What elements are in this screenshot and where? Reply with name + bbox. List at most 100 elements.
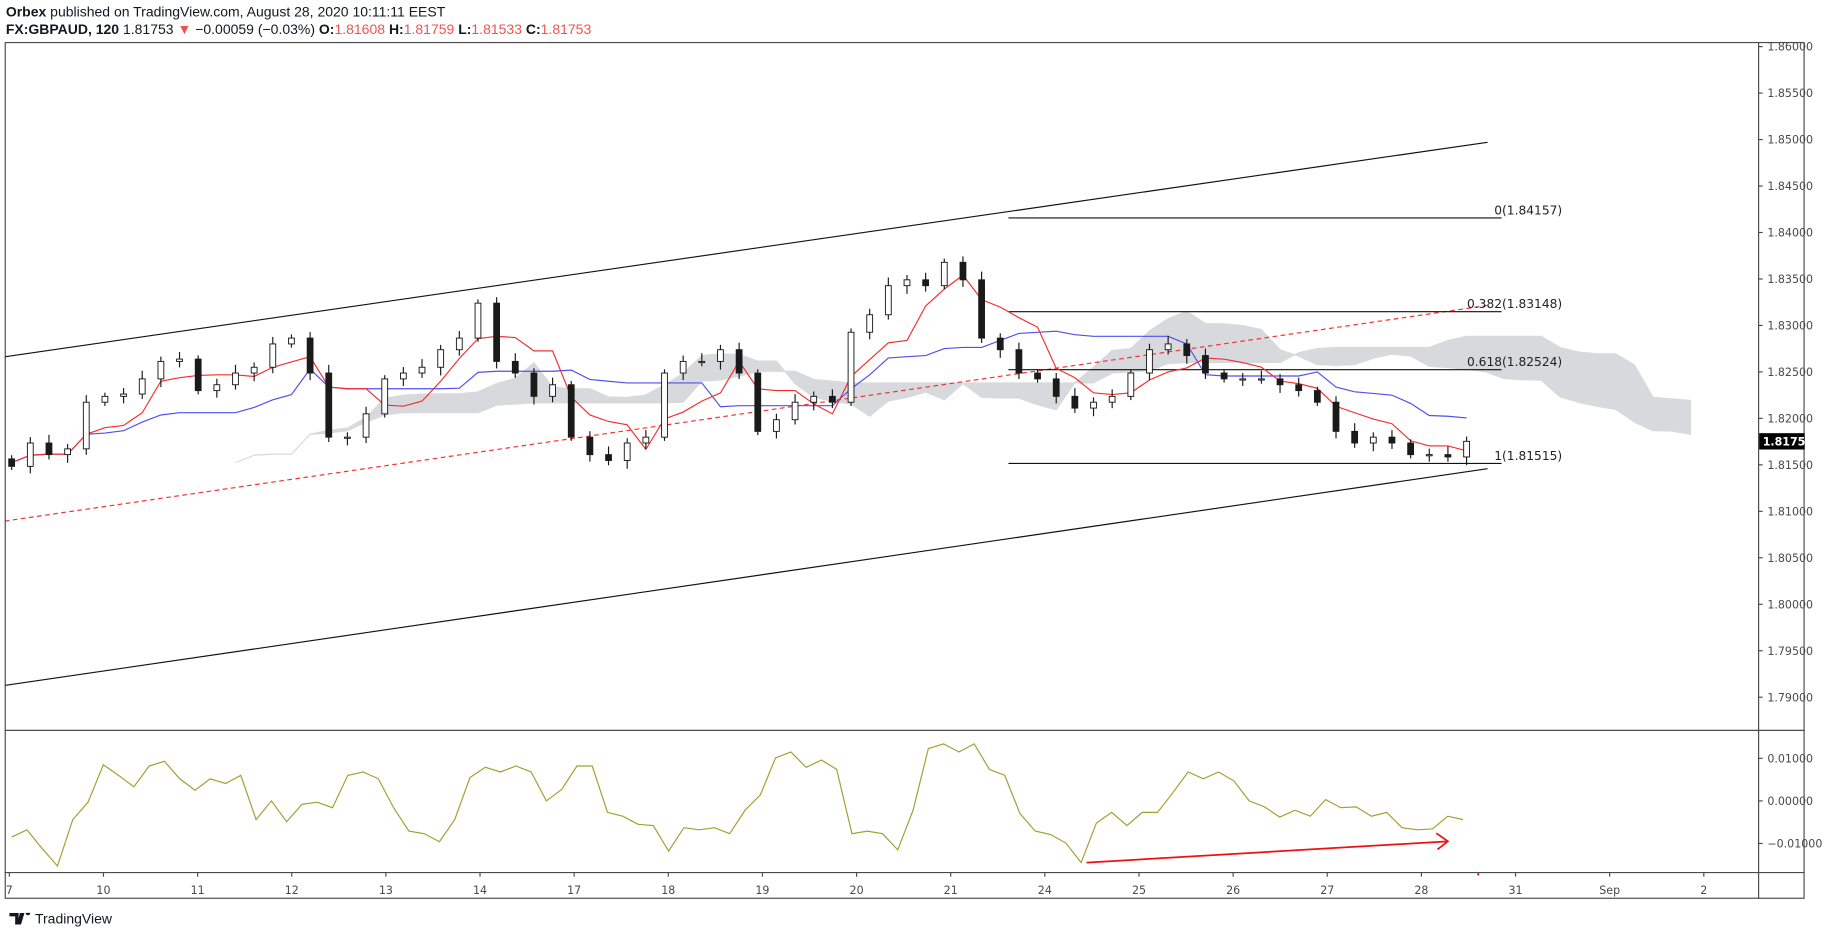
candle-down	[1388, 436, 1396, 444]
time-tick-label: 28	[1414, 884, 1428, 897]
candle-down	[1015, 349, 1023, 374]
candle-down	[1183, 343, 1191, 357]
candle-up	[866, 314, 874, 333]
candle-down	[1071, 395, 1079, 409]
channel-lower-line	[4, 468, 1488, 687]
candle-down	[978, 279, 985, 339]
time-tick-label: 10	[96, 884, 110, 897]
time-tick-label: 20	[850, 884, 864, 897]
candle-up	[623, 442, 631, 461]
candle-down	[493, 302, 501, 362]
drawings: 0(1.84157) 0.382(1.83148) 0.618(1.82524) 1(…	[4, 141, 1562, 687]
price-tick-label: 1.80000	[1767, 598, 1813, 611]
candle-up	[1369, 436, 1377, 444]
publisher: Orbex	[5, 3, 47, 20]
candle-down	[325, 372, 333, 438]
candles	[8, 256, 1470, 474]
price-tick-label: 1.84000	[1767, 227, 1813, 240]
candle-up	[455, 337, 463, 351]
time-axis[interactable]: 7 10 11 12 13 14 17 18 19 20 21 24 25 26 27 28 31 Sep 2	[6, 872, 1708, 897]
fib-level-label: 0.618(1.82524)	[1467, 355, 1562, 369]
candle-up	[642, 436, 650, 444]
oscillator-line	[11, 743, 1464, 868]
tradingview-logo[interactable]: TradingView	[9, 910, 112, 927]
candle-down	[530, 372, 538, 397]
ichimoku-cloud	[235, 310, 1691, 464]
osc-tick-label: −0.01000	[1767, 838, 1822, 851]
candle-up	[120, 393, 127, 397]
candle-up	[362, 413, 370, 438]
cloud-band	[235, 310, 1691, 464]
divergence-arrow	[1086, 840, 1448, 864]
candle-up	[1425, 454, 1433, 457]
candle-up	[157, 360, 165, 380]
published-text: published on TradingView.com, August 28,…	[50, 3, 446, 20]
price-tick-label: 1.85500	[1767, 87, 1813, 100]
time-tick-label: 26	[1226, 884, 1240, 897]
time-tick-label: 12	[285, 884, 299, 897]
open-value: 1.81608	[334, 20, 386, 38]
candle-up	[399, 372, 407, 380]
high-label: H:	[388, 20, 404, 38]
candle-up	[418, 366, 426, 374]
tradingview-logo-icon	[9, 912, 31, 925]
candle-down	[567, 384, 575, 438]
candle-down	[45, 442, 53, 456]
last-price: 1.81753	[122, 20, 174, 38]
candle-up	[1239, 378, 1247, 381]
candle-up	[82, 401, 90, 450]
candle-up	[717, 349, 724, 362]
time-tick-label: 2	[1700, 884, 1707, 897]
candle-up	[437, 349, 445, 368]
candle-up	[1127, 372, 1135, 397]
channel-mid-dashed-line	[4, 304, 1488, 522]
price-tick-label: 1.79500	[1767, 645, 1813, 658]
last-price-label: 1.81753	[1763, 435, 1813, 448]
candle-up	[847, 331, 855, 403]
marker-dot	[1477, 873, 1480, 876]
time-tick-label: 19	[755, 884, 769, 897]
time-tick-label: 25	[1132, 884, 1146, 897]
candle-down	[1351, 430, 1359, 444]
price-tick-label: 1.80500	[1767, 552, 1813, 565]
candle-down	[1220, 372, 1228, 380]
price-tick-label: 1.82500	[1767, 366, 1813, 379]
price-axis[interactable]: 1.86000 1.85500 1.85000 1.84500 1.84000 1.835…	[1758, 41, 1813, 705]
candle-up	[250, 366, 258, 374]
osc-tick-label: 0.00000	[1767, 795, 1813, 808]
candle-down	[1313, 390, 1321, 403]
candle-up	[773, 419, 780, 432]
time-tick-label: 17	[567, 884, 581, 897]
price-tick-label: 1.82000	[1767, 412, 1813, 425]
candle-down	[1276, 378, 1284, 386]
candle-up	[940, 261, 948, 287]
candle-down	[8, 458, 16, 467]
candle-up	[176, 358, 183, 362]
low-label: L:	[458, 20, 472, 38]
channel-upper-line	[4, 141, 1488, 358]
candle-up	[213, 384, 221, 392]
candle-up	[1258, 378, 1265, 381]
price-tick-label: 1.85000	[1767, 134, 1813, 147]
time-tick-label: 7	[6, 884, 13, 897]
price-tick-label: 1.83000	[1767, 320, 1813, 333]
time-tick-label: 11	[191, 884, 205, 897]
time-tick-label: 21	[944, 884, 958, 897]
price-tick-label: 1.81000	[1767, 505, 1813, 518]
candle-up	[884, 285, 892, 316]
candle-up	[101, 395, 109, 403]
close-value: 1.81753	[540, 20, 592, 38]
time-tick-label: 27	[1320, 884, 1334, 897]
high-value: 1.81759	[403, 20, 455, 38]
price-tick-label: 1.84500	[1767, 180, 1813, 193]
time-tick-label: 31	[1509, 884, 1523, 897]
logo-text: TradingView	[34, 910, 112, 927]
candle-down	[735, 349, 743, 374]
candle-down	[605, 454, 612, 461]
candle-up	[26, 442, 34, 467]
candle-up	[698, 360, 706, 364]
candle-up	[232, 372, 239, 386]
oscillator-axis[interactable]: 0.01000 0.00000 −0.01000	[1758, 752, 1822, 851]
